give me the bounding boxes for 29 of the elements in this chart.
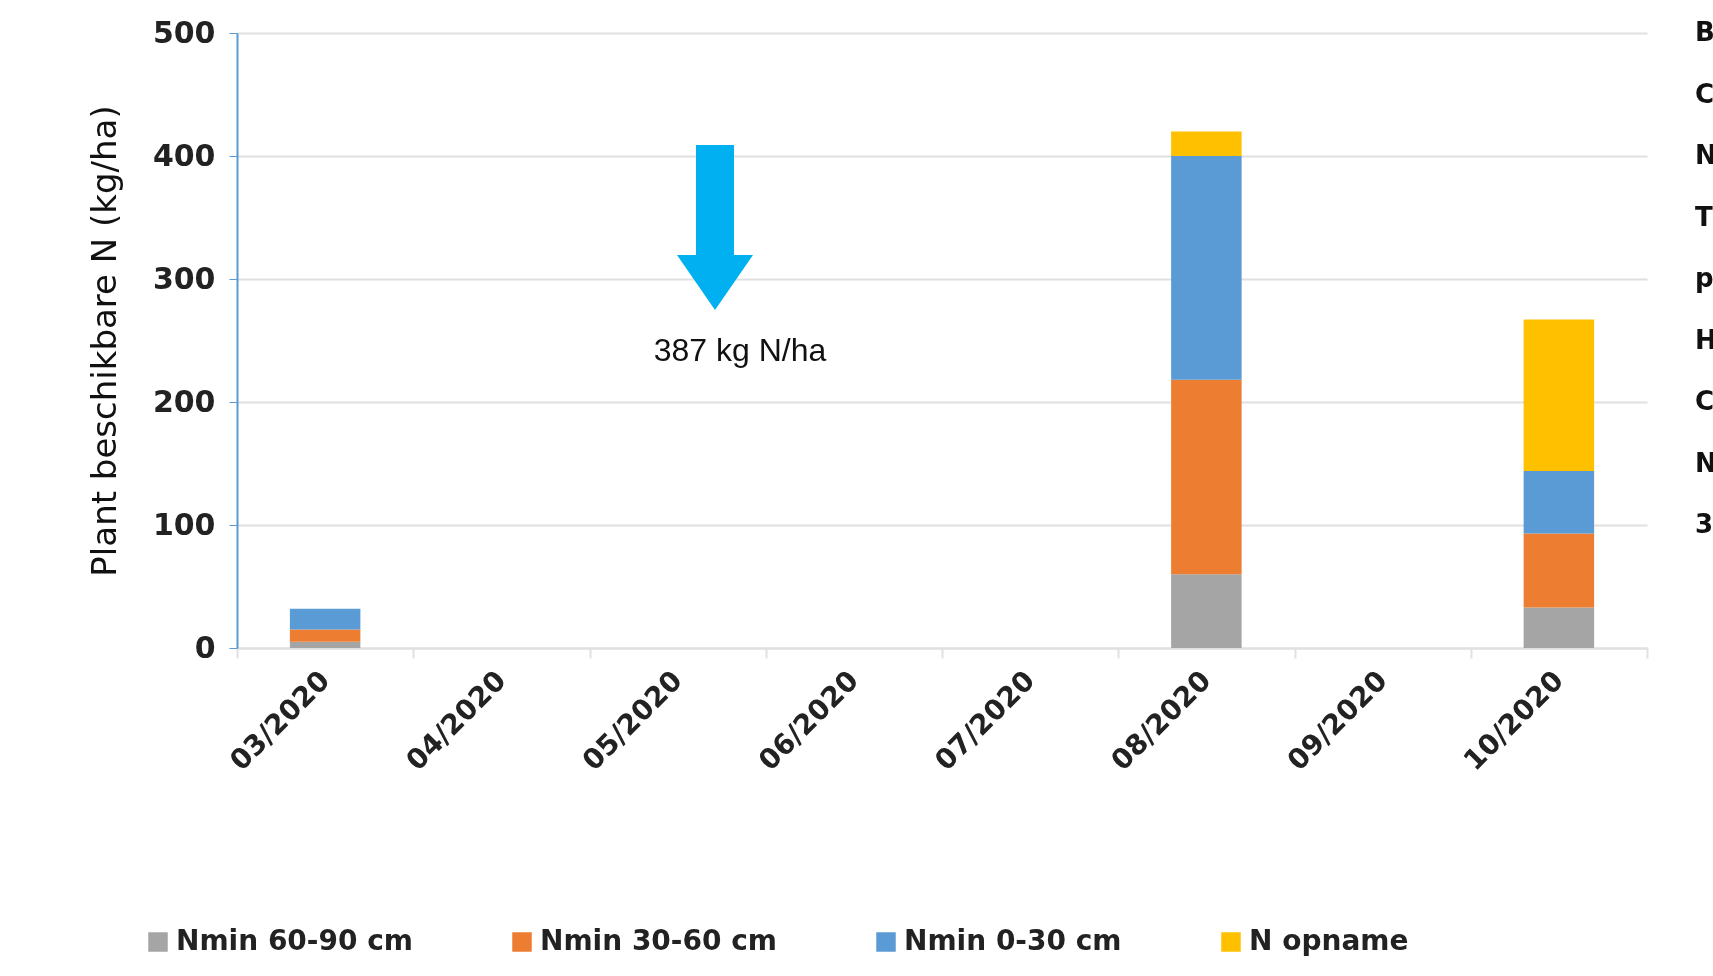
bar: [1171, 156, 1242, 380]
legend-label: N opname: [1249, 924, 1409, 957]
bar: [1523, 319, 1595, 471]
legend-label: Nmin 0-30 cm: [904, 924, 1122, 957]
text: 3: [1695, 509, 1713, 539]
bar: [289, 608, 361, 630]
y-axis-title: Plant beschikbare N (kg/ha): [83, 105, 124, 577]
y-tick-label: 500: [152, 14, 216, 50]
bar: [1171, 379, 1242, 575]
bar: [1171, 574, 1242, 648]
bar: [289, 641, 361, 648]
annotation: 387 kg N/ha: [653, 332, 827, 368]
bar: [289, 629, 361, 642]
y-tick-label: 100: [152, 506, 216, 542]
legend-label: Nmin 60-90 cm: [176, 924, 413, 957]
text: C: [1695, 386, 1713, 416]
bar: [1523, 607, 1595, 648]
y-tick-label: 0: [194, 629, 216, 665]
y-tick-label: 200: [152, 383, 216, 419]
y-tick-label: 300: [152, 260, 216, 296]
text: B: [1695, 17, 1713, 47]
legend-label: Nmin 30-60 cm: [540, 924, 777, 957]
bar: [1171, 131, 1242, 156]
text: C: [1695, 78, 1713, 109]
text: p: [1695, 263, 1713, 293]
text: T: [1695, 201, 1713, 232]
bar: [1523, 533, 1595, 608]
bar: [1523, 470, 1595, 534]
y-tick-label: 400: [152, 137, 216, 173]
